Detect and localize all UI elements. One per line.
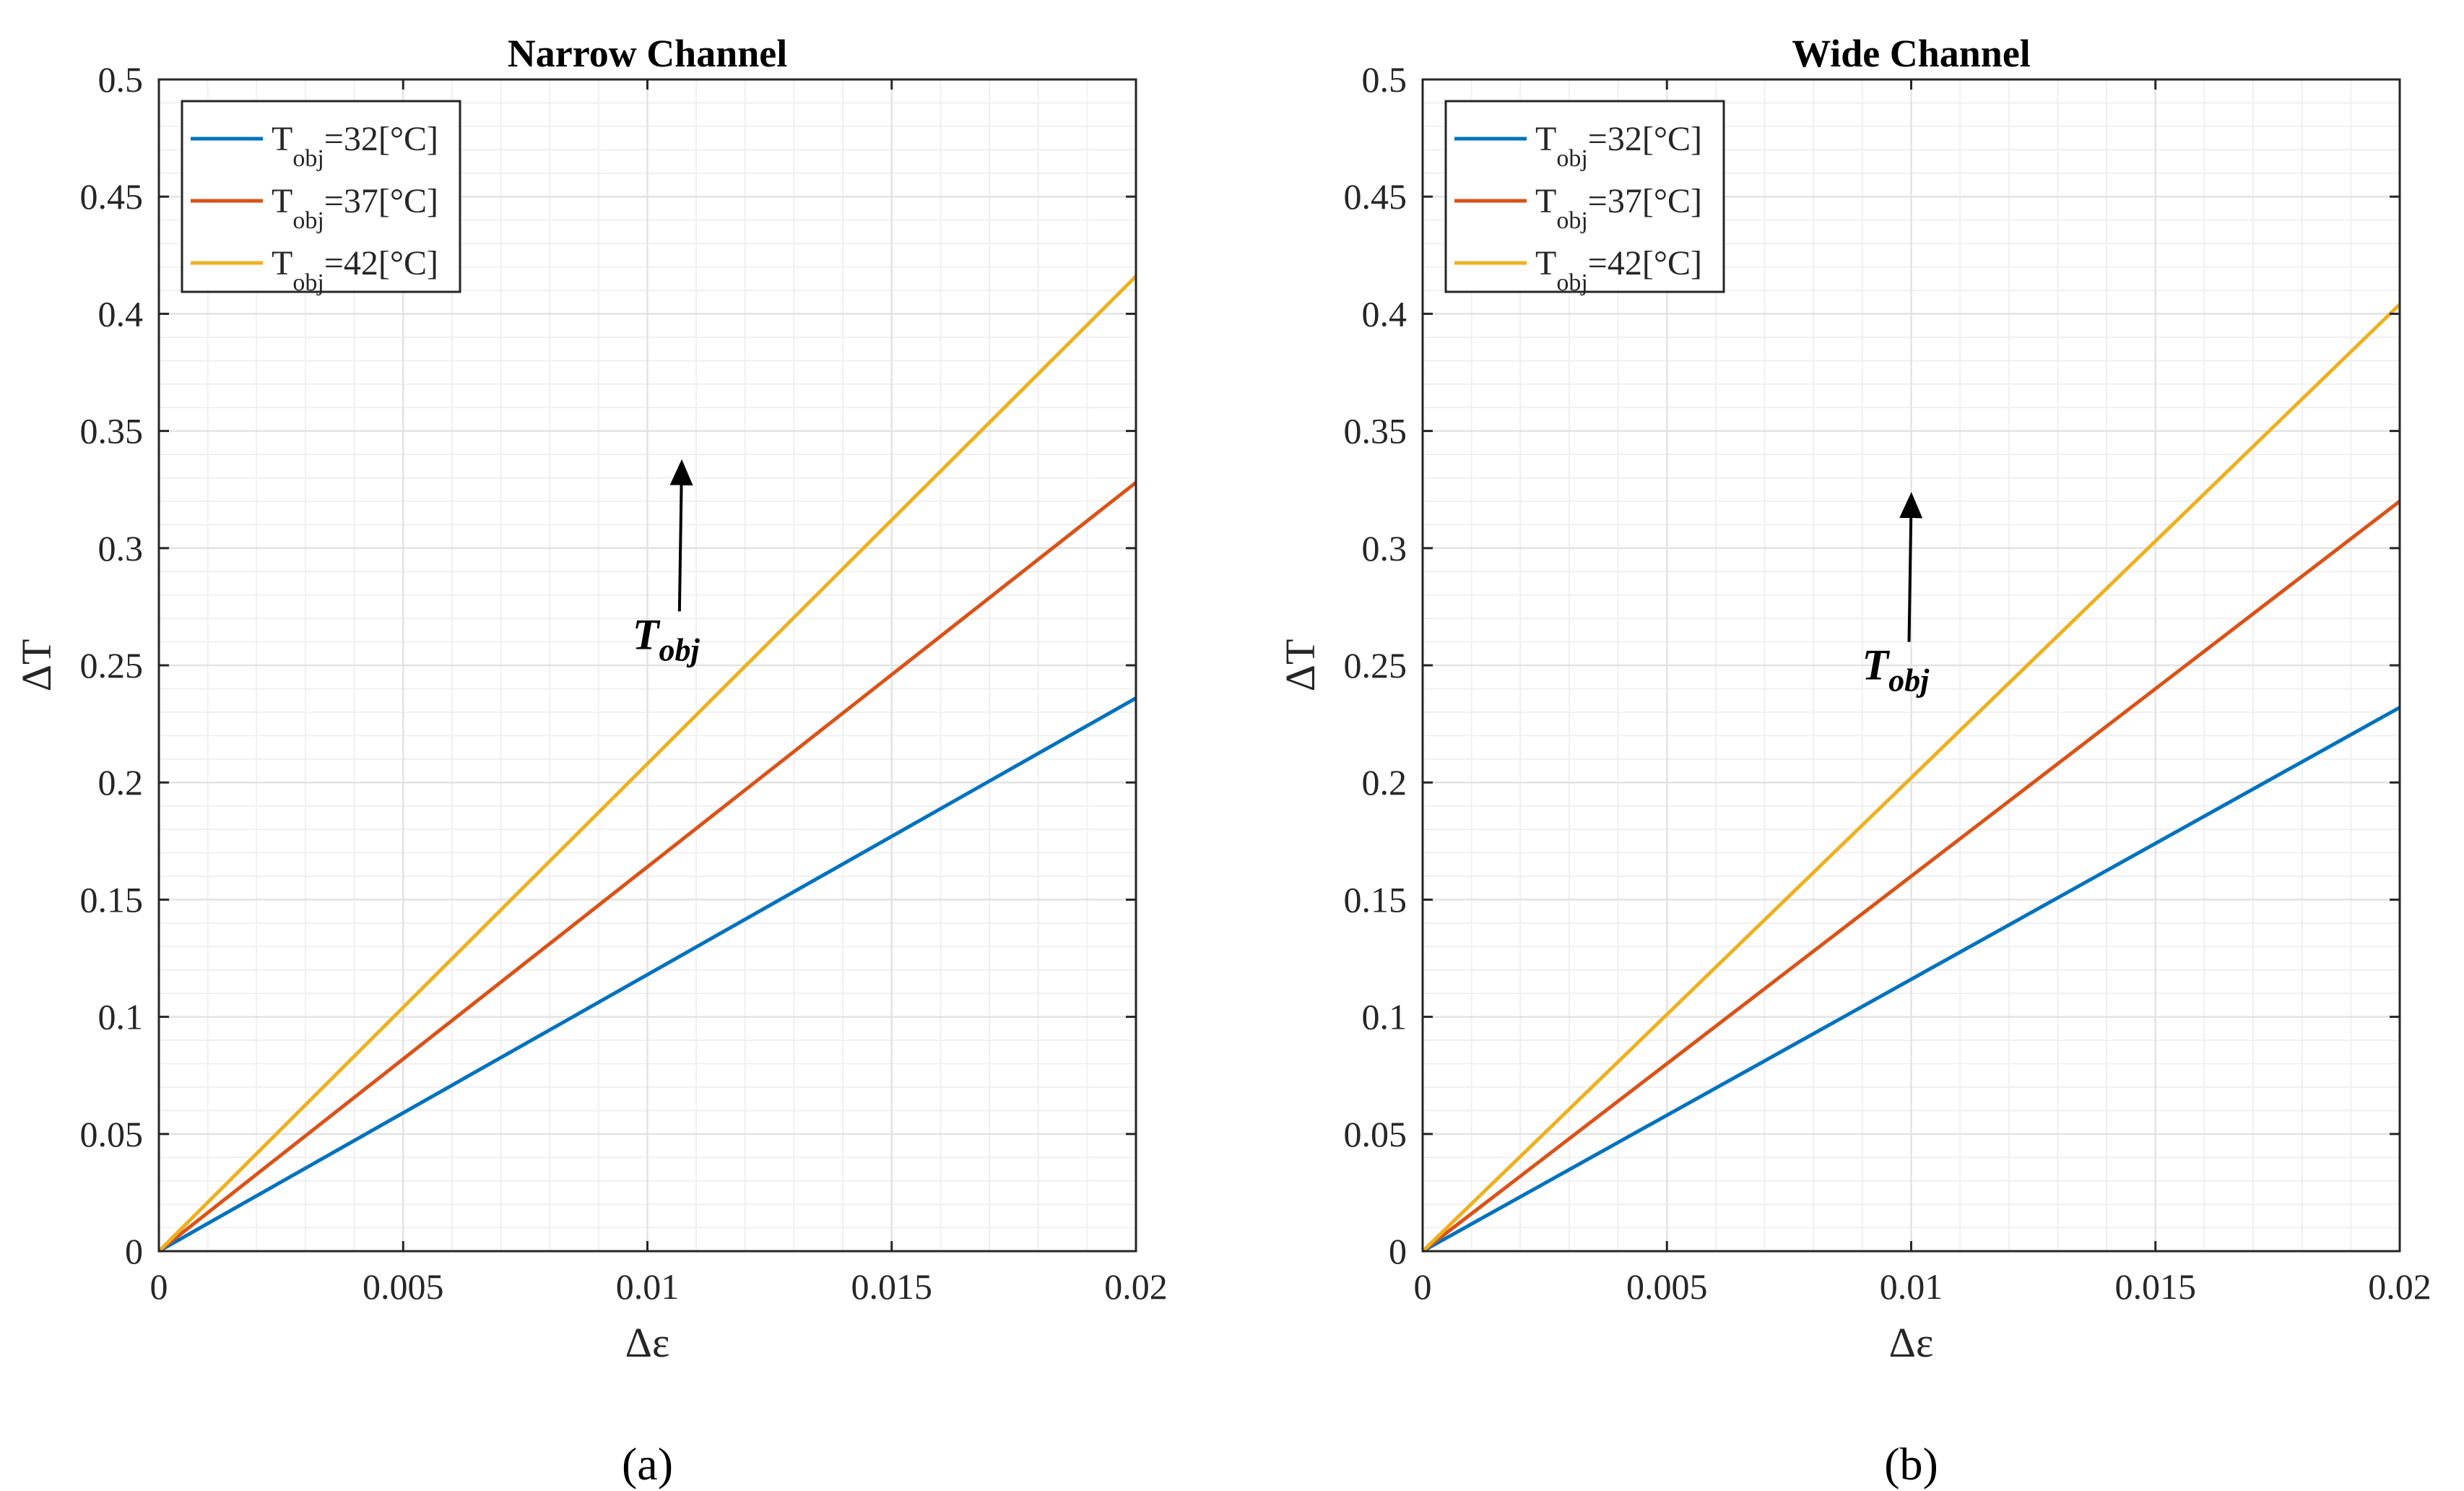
annotation-arrow [669, 459, 693, 612]
series-line-42 [1421, 303, 2401, 1253]
chart-title: Wide Channel [1792, 32, 2031, 75]
y-tick-label: 0.35 [1344, 411, 1407, 451]
x-tick-label: 0.01 [1880, 1266, 1943, 1307]
y-tick-label: 0.5 [1362, 59, 1407, 100]
legend-label-sub: obj [1556, 145, 1587, 172]
y-tick-label: 0.4 [98, 293, 144, 334]
annotation-sub: obj [1888, 663, 1930, 699]
legend-entry-label: Tobj=32[°C] [272, 120, 438, 172]
legend-box [181, 100, 461, 293]
y-axis-label: ΔT [13, 639, 60, 692]
y-tick-label: 0.2 [1362, 762, 1407, 803]
y-tick-label: 0 [125, 1231, 143, 1271]
annotation-label: Tobj [633, 610, 700, 667]
chart-panel-a: 0 0.005 0.01 0.015 0.02 0 0.05 0.1 0.15 0.2 0.25 0.… [13, 32, 1168, 1490]
x-tick-label: 0.02 [2368, 1266, 2432, 1307]
legend-entry-label: Tobj=42[°C] [272, 244, 438, 296]
legend-label-rest: =32[°C] [324, 120, 438, 158]
chart-panel-b: 0 0.005 0.01 0.015 0.02 0 0.05 0.1 0.15 0.2 0.25 0.… [1277, 32, 2432, 1490]
y-tick-label: 0.45 [80, 176, 144, 217]
y-tick-label: 0.3 [98, 528, 144, 569]
x-tick-label: 0.01 [616, 1266, 680, 1307]
y-tick-label: 0.35 [80, 411, 144, 451]
series-line-32 [1421, 706, 2401, 1253]
panel-label: (b) [1884, 1438, 1938, 1490]
chart-title: Narrow Channel [508, 32, 788, 75]
x-tick-label: 0.005 [363, 1266, 444, 1307]
y-tick-label: 0.2 [98, 762, 144, 803]
y-tick-label: 0.05 [80, 1114, 144, 1154]
legend-label-rest: =37[°C] [324, 182, 438, 220]
y-axis-label: ΔT [1277, 639, 1324, 692]
y-tick-label: 0.4 [1362, 293, 1407, 334]
x-tick-label: 0.015 [2115, 1266, 2197, 1307]
y-tick-label: 0.25 [80, 645, 144, 686]
legend-label-rest: =42[°C] [1588, 244, 1702, 282]
legend-label-rest: =42[°C] [324, 244, 438, 282]
legend-label-main: T [272, 120, 292, 158]
legend-label-sub: obj [292, 269, 324, 296]
y-tick-label: 0.1 [1362, 997, 1407, 1037]
y-tick-label: 0.25 [1344, 645, 1407, 686]
y-tick-label: 0.1 [98, 997, 144, 1037]
series-line-37 [157, 481, 1137, 1253]
legend-label-sub: obj [1556, 269, 1587, 296]
x-tick-label: 0.02 [1104, 1266, 1168, 1307]
panel-label: (a) [622, 1438, 673, 1490]
y-tick-label: 0.45 [1344, 176, 1407, 217]
series-line-32 [157, 696, 1137, 1253]
legend-entry-label: Tobj=42[°C] [1535, 244, 1702, 296]
legend-label-main: T [1535, 120, 1556, 158]
y-tick-label: 0.15 [80, 879, 144, 920]
legend-label-sub: obj [292, 145, 324, 172]
legend-entry-label: Tobj=37[°C] [272, 182, 438, 234]
x-axis-label: Δε [625, 1319, 670, 1366]
y-tick-label: 0.5 [98, 59, 144, 100]
legend-label-main: T [1535, 182, 1556, 220]
series-line-42 [157, 275, 1137, 1253]
annotation-main: T [1862, 641, 1891, 689]
x-tick-label: 0 [150, 1266, 168, 1307]
y-tick-label: 0.15 [1344, 879, 1407, 920]
legend-label-sub: obj [1556, 207, 1587, 234]
legend-label-main: T [1535, 244, 1556, 282]
legend: Tobj=32[°C]Tobj=37[°C]Tobj=42[°C] [1444, 100, 1725, 296]
legend-box [1444, 100, 1725, 293]
legend-label-main: T [272, 244, 292, 282]
legend-entry-label: Tobj=32[°C] [1535, 120, 1702, 172]
legend: Tobj=32[°C]Tobj=37[°C]Tobj=42[°C] [181, 100, 461, 296]
legend-label-sub: obj [292, 207, 324, 234]
annotation-sub: obj [659, 632, 700, 667]
annotation-arrow [1899, 492, 1923, 642]
y-tick-label: 0.05 [1344, 1114, 1407, 1154]
y-tick-label: 0.3 [1362, 528, 1407, 569]
legend-label-rest: =37[°C] [1588, 182, 1702, 220]
x-tick-label: 0.005 [1626, 1266, 1708, 1307]
legend-label-main: T [272, 182, 292, 220]
series-line-37 [1421, 499, 2401, 1253]
x-tick-label: 0 [1414, 1266, 1432, 1307]
annotation-main: T [633, 610, 661, 658]
legend-entry-label: Tobj=37[°C] [1535, 182, 1702, 234]
legend-label-rest: =32[°C] [1588, 120, 1702, 158]
x-axis-label: Δε [1889, 1319, 1934, 1366]
x-tick-label: 0.015 [851, 1266, 933, 1307]
y-tick-label: 0 [1389, 1231, 1407, 1271]
annotation-label: Tobj [1862, 641, 1930, 699]
